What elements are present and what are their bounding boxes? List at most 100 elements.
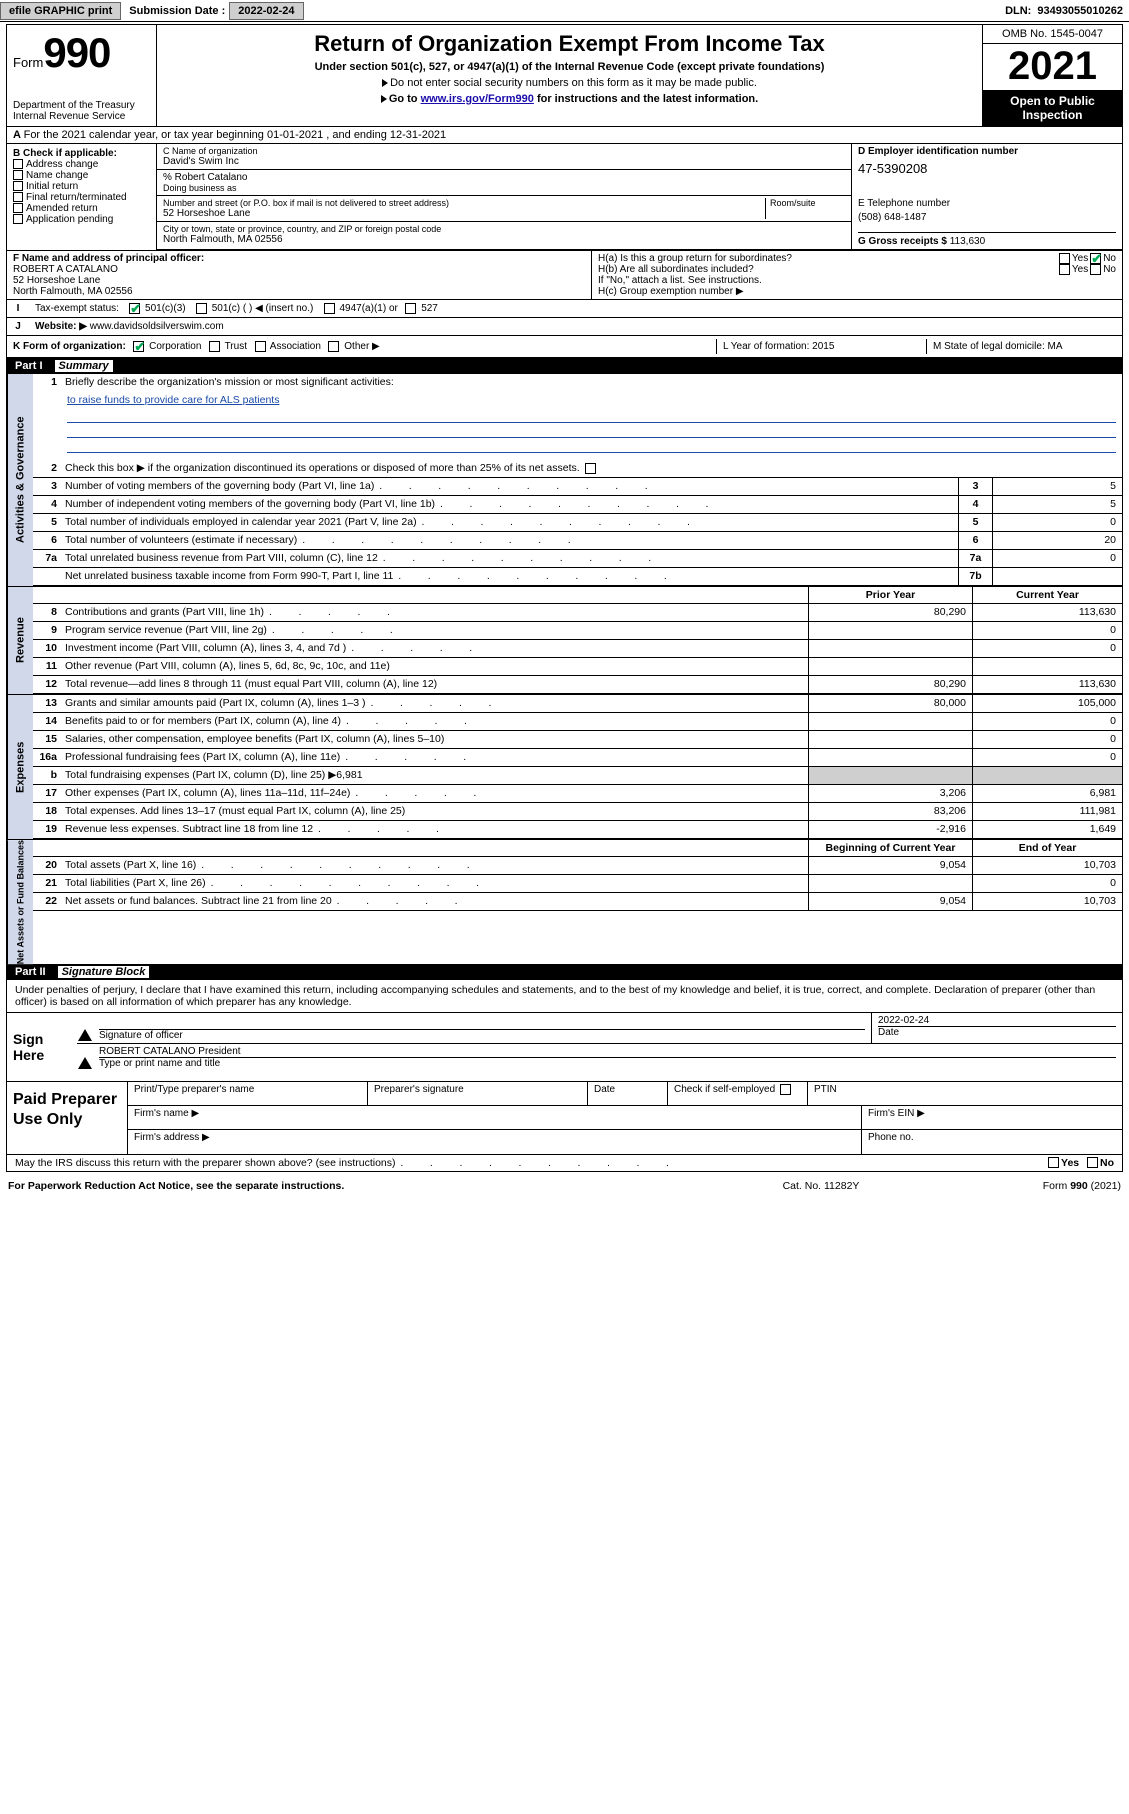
row-k-form-org: K Form of organization: Corporation Trus… bbox=[13, 341, 716, 352]
col-prior-year: Prior Year bbox=[808, 587, 972, 603]
form-header: Form990 Department of the Treasury Inter… bbox=[7, 25, 1122, 127]
tel-label: E Telephone number bbox=[858, 198, 1116, 209]
line-16a: Professional fundraising fees (Part IX, … bbox=[61, 749, 808, 766]
top-bar: efile GRAPHIC print Submission Date : 20… bbox=[0, 0, 1129, 22]
sig-date-value: 2022-02-24 bbox=[878, 1015, 1116, 1026]
perjury-statement: Under penalties of perjury, I declare th… bbox=[7, 980, 1122, 1012]
firm-ein-label: Firm's EIN ▶ bbox=[862, 1106, 1122, 1129]
chk-final-return[interactable] bbox=[13, 192, 23, 202]
room-suite: Room/suite bbox=[765, 198, 845, 219]
chk-trust[interactable] bbox=[209, 341, 220, 352]
chk-hb-yes[interactable] bbox=[1059, 264, 1070, 275]
col-d-ein: D Employer identification number 47-5390… bbox=[852, 144, 1122, 196]
irs-label: Internal Revenue Service bbox=[13, 111, 150, 122]
irs-link[interactable]: www.irs.gov/Form990 bbox=[421, 93, 534, 105]
officer-name-title: ROBERT CATALANO President bbox=[99, 1046, 1116, 1057]
dln-value: 93493055010262 bbox=[1037, 5, 1123, 17]
line-22: Net assets or fund balances. Subtract li… bbox=[61, 893, 808, 910]
line-5: Total number of individuals employed in … bbox=[61, 514, 958, 531]
line-17: Other expenses (Part IX, column (A), lin… bbox=[61, 785, 808, 802]
city-value: North Falmouth, MA 02556 bbox=[163, 234, 845, 245]
row-j-website: Website: ▶ www.davidsoldsilverswim.com bbox=[29, 318, 1122, 335]
careof-block: % Robert Catalano Doing business as bbox=[157, 170, 851, 196]
chk-501c3[interactable] bbox=[129, 303, 140, 314]
pra-notice: For Paperwork Reduction Act Notice, see … bbox=[8, 1180, 721, 1192]
line-15: Salaries, other compensation, employee b… bbox=[61, 731, 808, 748]
firm-name-label: Firm's name ▶ bbox=[128, 1106, 862, 1129]
tel-value: (508) 648-1487 bbox=[858, 209, 1116, 226]
line-11: Other revenue (Part VIII, column (A), li… bbox=[61, 658, 808, 675]
gross-value: 113,630 bbox=[950, 236, 985, 247]
chk-amended-return[interactable] bbox=[13, 203, 23, 213]
line-8: Contributions and grants (Part VIII, lin… bbox=[61, 604, 808, 621]
preparer-date-label: Date bbox=[588, 1082, 668, 1105]
line-20: Total assets (Part X, line 16) bbox=[61, 857, 808, 874]
chk-ha-yes[interactable] bbox=[1059, 253, 1070, 264]
chk-application-pending[interactable] bbox=[13, 214, 23, 224]
chk-discuss-no[interactable] bbox=[1087, 1157, 1098, 1168]
chk-other[interactable] bbox=[328, 341, 339, 352]
chk-initial-return[interactable] bbox=[13, 181, 23, 191]
sig-officer-label: Signature of officer bbox=[99, 1029, 865, 1041]
form-number: Form990 bbox=[13, 29, 150, 77]
chk-self-employed[interactable] bbox=[780, 1084, 791, 1095]
line-13: Grants and similar amounts paid (Part IX… bbox=[61, 695, 808, 712]
line-21: Total liabilities (Part X, line 26) bbox=[61, 875, 808, 892]
part-1-header: Part I Summary bbox=[7, 358, 1122, 374]
line-3: Number of voting members of the governin… bbox=[61, 478, 958, 495]
row-a-tax-year: A For the 2021 calendar year, or tax yea… bbox=[7, 127, 1122, 144]
chk-527[interactable] bbox=[405, 303, 416, 314]
form-ref: Form 990 (2021) bbox=[921, 1180, 1121, 1192]
row-f-officer: F Name and address of principal officer:… bbox=[7, 251, 592, 299]
chk-corp[interactable] bbox=[133, 341, 144, 352]
part-2-header: Part II Signature Block bbox=[7, 964, 1122, 980]
chk-discuss-yes[interactable] bbox=[1048, 1157, 1059, 1168]
dept-treasury: Department of the Treasury bbox=[13, 100, 150, 111]
omb-number: OMB No. 1545-0047 bbox=[983, 25, 1122, 44]
line-7b: Net unrelated business taxable income fr… bbox=[61, 568, 958, 585]
cat-no: Cat. No. 11282Y bbox=[721, 1180, 921, 1192]
chk-501c[interactable] bbox=[196, 303, 207, 314]
efile-print-button[interactable]: efile GRAPHIC print bbox=[0, 2, 121, 20]
chk-4947[interactable] bbox=[324, 303, 335, 314]
line-12: Total revenue—add lines 8 through 11 (mu… bbox=[61, 676, 808, 693]
form-990: Form990 Department of the Treasury Inter… bbox=[6, 24, 1123, 1172]
line-7a: Total unrelated business revenue from Pa… bbox=[61, 550, 958, 567]
open-inspection: Open to Public Inspection bbox=[983, 90, 1122, 126]
chk-assoc[interactable] bbox=[255, 341, 266, 352]
paid-preparer-label: Paid Preparer Use Only bbox=[7, 1082, 127, 1154]
line-2: Check this box ▶ if the organization dis… bbox=[61, 460, 1122, 477]
vtab-activities: Activities & Governance bbox=[7, 374, 33, 586]
tax-year: 2021 bbox=[983, 44, 1122, 90]
sign-here-label: Sign Here bbox=[7, 1013, 77, 1081]
line-10: Investment income (Part VIII, column (A)… bbox=[61, 640, 808, 657]
chk-line2[interactable] bbox=[585, 463, 596, 474]
sig-date-label: Date bbox=[878, 1026, 1116, 1038]
chk-address-change[interactable] bbox=[13, 159, 23, 169]
firm-addr-label: Firm's address ▶ bbox=[128, 1130, 862, 1154]
row-h-group: H(a) Is this a group return for subordin… bbox=[592, 251, 1122, 299]
form-subtitle-2: Do not enter social security numbers on … bbox=[165, 77, 974, 89]
gross-label: G Gross receipts $ bbox=[858, 236, 947, 247]
ptin-label: PTIN bbox=[808, 1082, 1122, 1105]
line-4: Number of independent voting members of … bbox=[61, 496, 958, 513]
col-current-year: Current Year bbox=[972, 587, 1122, 603]
line-18: Total expenses. Add lines 13–17 (must eq… bbox=[61, 803, 808, 820]
row-m-state: M State of legal domicile: MA bbox=[926, 339, 1116, 354]
chk-name-change[interactable] bbox=[13, 170, 23, 180]
chk-ha-no[interactable] bbox=[1090, 253, 1101, 264]
chk-hb-no[interactable] bbox=[1090, 264, 1101, 275]
sign-arrow-icon-2 bbox=[78, 1057, 92, 1069]
self-employed-check: Check if self-employed bbox=[668, 1082, 808, 1105]
submission-date-label: Submission Date : bbox=[129, 5, 225, 17]
sign-arrow-icon bbox=[78, 1029, 92, 1041]
addr-value: 52 Horseshoe Lane bbox=[163, 208, 765, 219]
col-b-checkboxes: B Check if applicable: Address change Na… bbox=[7, 144, 157, 250]
line-9: Program service revenue (Part VIII, line… bbox=[61, 622, 808, 639]
submission-date-value: 2022-02-24 bbox=[229, 2, 303, 20]
form-subtitle-1: Under section 501(c), 527, or 4947(a)(1)… bbox=[165, 61, 974, 73]
preparer-name-label: Print/Type preparer's name bbox=[128, 1082, 368, 1105]
line-19: Revenue less expenses. Subtract line 18 … bbox=[61, 821, 808, 838]
row-l-year: L Year of formation: 2015 bbox=[716, 339, 926, 354]
dln-label: DLN: bbox=[1005, 5, 1031, 17]
